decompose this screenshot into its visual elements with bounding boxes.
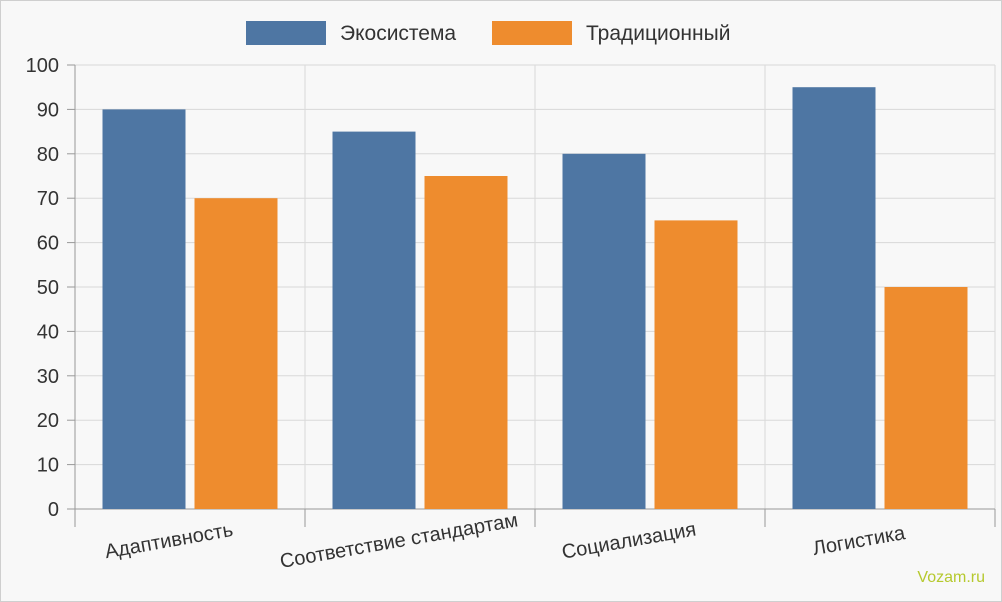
y-tick-label: 0 xyxy=(48,499,59,521)
y-tick-label: 40 xyxy=(37,321,59,343)
bar-series-2 xyxy=(654,220,738,509)
bars xyxy=(102,87,968,510)
bar-series-1 xyxy=(792,87,876,509)
y-tick-label: 80 xyxy=(37,144,59,166)
bar-series-2 xyxy=(194,198,278,509)
bar-series-1 xyxy=(562,153,646,510)
bar-series-2 xyxy=(884,287,968,509)
legend-label: Традиционный xyxy=(586,22,730,45)
y-tick-label: 100 xyxy=(26,55,59,77)
legend: Экосистема Традиционный xyxy=(246,21,730,45)
watermark-text: Vozam.ru xyxy=(917,569,985,586)
bar-series-1 xyxy=(332,131,416,509)
y-axis-ticks: 0 10 20 30 40 50 60 70 80 90 100 xyxy=(26,55,59,521)
x-category-label: Социализация xyxy=(560,518,698,563)
y-tick-label: 10 xyxy=(37,455,59,477)
y-tick-label: 20 xyxy=(37,410,59,432)
bar-series-2 xyxy=(424,176,508,509)
x-category-label: Логистика xyxy=(811,522,908,560)
x-category-label: Адаптивность xyxy=(103,519,235,563)
y-tick-label: 70 xyxy=(37,188,59,210)
x-axis-categories: Адаптивность Соответствие стандартам Социа… xyxy=(103,509,908,573)
legend-label: Экосистема xyxy=(340,22,456,45)
bar-series-1 xyxy=(102,109,186,510)
y-tick-label: 50 xyxy=(37,277,59,299)
legend-swatch xyxy=(246,21,326,45)
y-tick-label: 90 xyxy=(37,99,59,121)
y-tick-label: 60 xyxy=(37,233,59,255)
x-category-label: Соответствие стандартам xyxy=(278,509,519,573)
legend-swatch xyxy=(492,21,572,45)
y-tick-label: 30 xyxy=(37,366,59,388)
